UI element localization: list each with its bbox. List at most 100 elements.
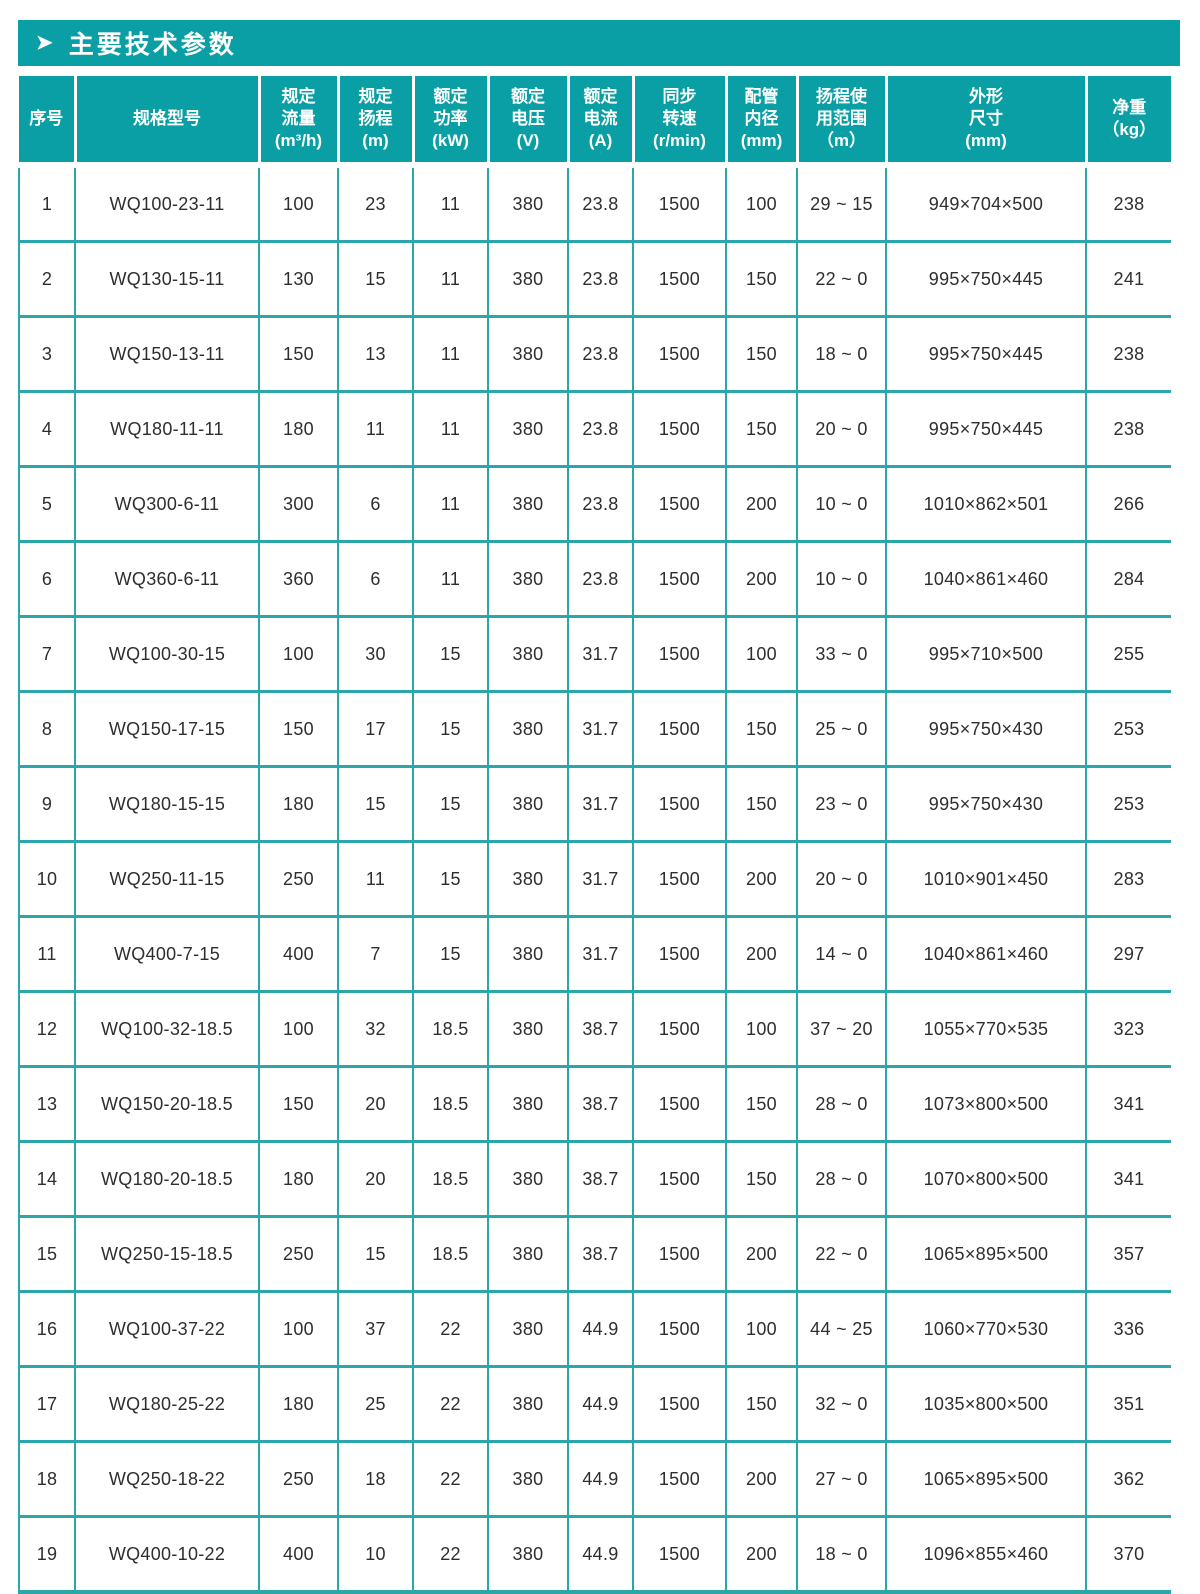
table-row: 13 WQ150-20-18.5 150 20 18.5 380 38.7 1500 150 28… bbox=[18, 1066, 1171, 1143]
cell-rated_voltage: 380 bbox=[488, 1216, 569, 1293]
cell-net_weight: 253 bbox=[1086, 691, 1171, 768]
cell-model: WQ250-18-22 bbox=[75, 1441, 260, 1518]
cell-rated_head: 15 bbox=[338, 766, 414, 843]
cell-rated_voltage: 380 bbox=[488, 541, 569, 618]
cell-rated_power: 15 bbox=[413, 616, 489, 693]
cell-pipe_diameter: 200 bbox=[726, 1441, 798, 1518]
cell-net_weight: 370 bbox=[1086, 1516, 1171, 1594]
cell-rated_head: 13 bbox=[338, 316, 414, 393]
cell-rated_flow: 150 bbox=[259, 316, 339, 393]
cell-rated_head: 23 bbox=[338, 165, 414, 243]
cell-index: 15 bbox=[18, 1216, 76, 1293]
cell-index: 6 bbox=[18, 541, 76, 618]
cell-head_range: 18 ~ 0 bbox=[797, 316, 887, 393]
section-title-bar: ➤ 主要技术参数 bbox=[18, 20, 1180, 66]
cell-rated_voltage: 380 bbox=[488, 1066, 569, 1143]
cell-rated_head: 20 bbox=[338, 1066, 414, 1143]
cell-rated_power: 11 bbox=[413, 316, 489, 393]
cell-model: WQ180-20-18.5 bbox=[75, 1141, 260, 1218]
cell-head_range: 33 ~ 0 bbox=[797, 616, 887, 693]
cell-rated_flow: 250 bbox=[259, 841, 339, 918]
cell-rated_power: 15 bbox=[413, 916, 489, 993]
cell-model: WQ400-10-22 bbox=[75, 1516, 260, 1594]
cell-rated_flow: 400 bbox=[259, 1516, 339, 1594]
cell-rated_current: 23.8 bbox=[568, 316, 634, 393]
spec-table: 序号 规格型号 规定 流量 (m³/h) 规定 扬程 (m) 额定 功率 (kW… bbox=[18, 76, 1171, 1594]
cell-sync_speed: 1500 bbox=[633, 165, 727, 243]
cell-rated_power: 15 bbox=[413, 766, 489, 843]
cell-model: WQ180-25-22 bbox=[75, 1366, 260, 1443]
cell-dimensions: 1055×770×535 bbox=[886, 991, 1087, 1068]
cell-rated_power: 18.5 bbox=[413, 991, 489, 1068]
cell-rated_current: 38.7 bbox=[568, 1141, 634, 1218]
cell-rated_power: 22 bbox=[413, 1516, 489, 1594]
cell-head_range: 27 ~ 0 bbox=[797, 1441, 887, 1518]
cell-dimensions: 995×750×445 bbox=[886, 316, 1087, 393]
cell-rated_flow: 180 bbox=[259, 391, 339, 468]
table-row: 19 WQ400-10-22 400 10 22 380 44.9 1500 200 18 ~ 0… bbox=[18, 1516, 1171, 1594]
cell-net_weight: 284 bbox=[1086, 541, 1171, 618]
cell-head_range: 32 ~ 0 bbox=[797, 1366, 887, 1443]
cell-rated_flow: 150 bbox=[259, 691, 339, 768]
cell-rated_head: 32 bbox=[338, 991, 414, 1068]
cell-dimensions: 1040×861×460 bbox=[886, 916, 1087, 993]
cell-rated_current: 44.9 bbox=[568, 1291, 634, 1368]
cell-index: 14 bbox=[18, 1141, 76, 1218]
cell-dimensions: 949×704×500 bbox=[886, 165, 1087, 243]
table-row: 10 WQ250-11-15 250 11 15 380 31.7 1500 200 20 ~ 0… bbox=[18, 841, 1171, 918]
cell-rated_voltage: 380 bbox=[488, 766, 569, 843]
cell-sync_speed: 1500 bbox=[633, 916, 727, 993]
cell-rated_power: 11 bbox=[413, 391, 489, 468]
cell-rated_current: 23.8 bbox=[568, 541, 634, 618]
cell-dimensions: 995×750×445 bbox=[886, 391, 1087, 468]
column-header-index: 序号 bbox=[19, 76, 77, 168]
cell-rated_power: 22 bbox=[413, 1291, 489, 1368]
cell-pipe_diameter: 100 bbox=[726, 1291, 798, 1368]
column-header-pipe-diameter: 配管 内径 (mm) bbox=[726, 76, 799, 168]
cell-model: WQ100-23-11 bbox=[75, 165, 260, 243]
cell-pipe_diameter: 200 bbox=[726, 1216, 798, 1293]
cell-net_weight: 297 bbox=[1086, 916, 1171, 993]
cell-sync_speed: 1500 bbox=[633, 1516, 727, 1594]
cell-rated_flow: 150 bbox=[259, 1066, 339, 1143]
cell-rated_flow: 100 bbox=[259, 616, 339, 693]
cell-rated_current: 31.7 bbox=[568, 616, 634, 693]
cell-rated_head: 6 bbox=[338, 466, 414, 543]
cell-net_weight: 341 bbox=[1086, 1141, 1171, 1218]
column-header-head-range: 扬程使 用范围 （m） bbox=[797, 76, 888, 168]
cell-rated_current: 23.8 bbox=[568, 241, 634, 318]
cell-pipe_diameter: 150 bbox=[726, 1366, 798, 1443]
column-header-rated-current: 额定 电流 (A) bbox=[568, 76, 635, 168]
cell-index: 1 bbox=[18, 165, 76, 243]
cell-rated_voltage: 380 bbox=[488, 1516, 569, 1594]
column-header-rated-power: 额定 功率 (kW) bbox=[413, 76, 490, 168]
cell-net_weight: 283 bbox=[1086, 841, 1171, 918]
cell-rated_power: 22 bbox=[413, 1366, 489, 1443]
cell-model: WQ130-15-11 bbox=[75, 241, 260, 318]
cell-rated_current: 44.9 bbox=[568, 1366, 634, 1443]
table-row: 17 WQ180-25-22 180 25 22 380 44.9 1500 150 32 ~ 0… bbox=[18, 1366, 1171, 1443]
cell-rated_voltage: 380 bbox=[488, 466, 569, 543]
cell-sync_speed: 1500 bbox=[633, 316, 727, 393]
cell-net_weight: 351 bbox=[1086, 1366, 1171, 1443]
cell-head_range: 23 ~ 0 bbox=[797, 766, 887, 843]
cell-rated_current: 38.7 bbox=[568, 1216, 634, 1293]
cell-rated_voltage: 380 bbox=[488, 1441, 569, 1518]
cell-sync_speed: 1500 bbox=[633, 1066, 727, 1143]
cell-model: WQ250-11-15 bbox=[75, 841, 260, 918]
cell-head_range: 20 ~ 0 bbox=[797, 841, 887, 918]
cell-pipe_diameter: 100 bbox=[726, 616, 798, 693]
cell-index: 11 bbox=[18, 916, 76, 993]
cell-dimensions: 995×710×500 bbox=[886, 616, 1087, 693]
cell-head_range: 20 ~ 0 bbox=[797, 391, 887, 468]
cell-pipe_diameter: 150 bbox=[726, 241, 798, 318]
cell-head_range: 28 ~ 0 bbox=[797, 1141, 887, 1218]
cell-sync_speed: 1500 bbox=[633, 391, 727, 468]
cell-pipe_diameter: 200 bbox=[726, 1516, 798, 1594]
cell-rated_power: 11 bbox=[413, 241, 489, 318]
cell-head_range: 44 ~ 25 bbox=[797, 1291, 887, 1368]
cell-rated_flow: 100 bbox=[259, 1291, 339, 1368]
table-row: 11 WQ400-7-15 400 7 15 380 31.7 1500 200 14 ~ 0 10… bbox=[18, 916, 1171, 993]
